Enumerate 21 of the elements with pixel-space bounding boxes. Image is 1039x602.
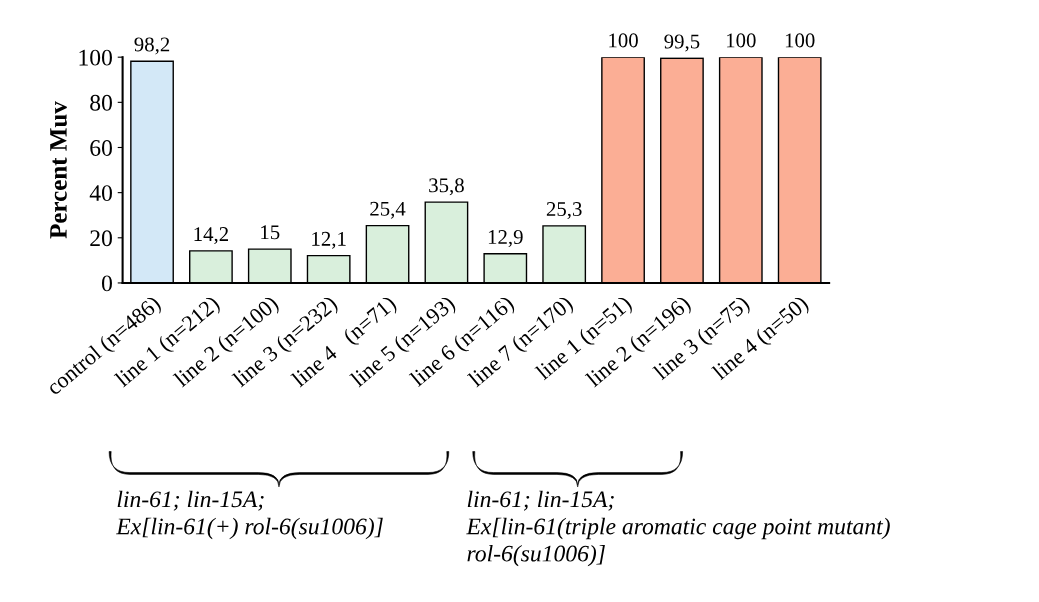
- y-axis-title: Percent Muv: [50, 101, 67, 239]
- y-tick-label: 40: [89, 185, 112, 202]
- data-label: 100: [785, 33, 815, 48]
- data-label: 15: [261, 225, 280, 240]
- data-label: 35,8: [429, 178, 464, 196]
- data-label: 98,2: [134, 37, 170, 55]
- y-tick-label: 0: [101, 275, 112, 292]
- data-label: 100: [609, 33, 638, 48]
- data-label: 99,5: [664, 34, 700, 52]
- y-tick-label: 60: [90, 139, 112, 156]
- data-label: 14,2: [194, 227, 228, 245]
- data-label: 100: [727, 33, 756, 48]
- y-tick-label: 20: [90, 230, 112, 247]
- y-tick-label: 100: [79, 49, 112, 66]
- data-label: 25,3: [546, 202, 582, 220]
- data-label: 12,1: [312, 231, 346, 249]
- text: lin-61; lin-15A; Ex[lin-61(+) rol-6(su1006)]: [116, 490, 383, 540]
- data-label: 12,9: [488, 230, 523, 248]
- text: lin-61; lin-15A; Ex[lin-61(triple aromatic cage point mutant) rol-6(su1006)]: [466, 490, 890, 567]
- y-tick-label: 80: [90, 94, 112, 111]
- data-label: 25,4: [370, 201, 406, 219]
